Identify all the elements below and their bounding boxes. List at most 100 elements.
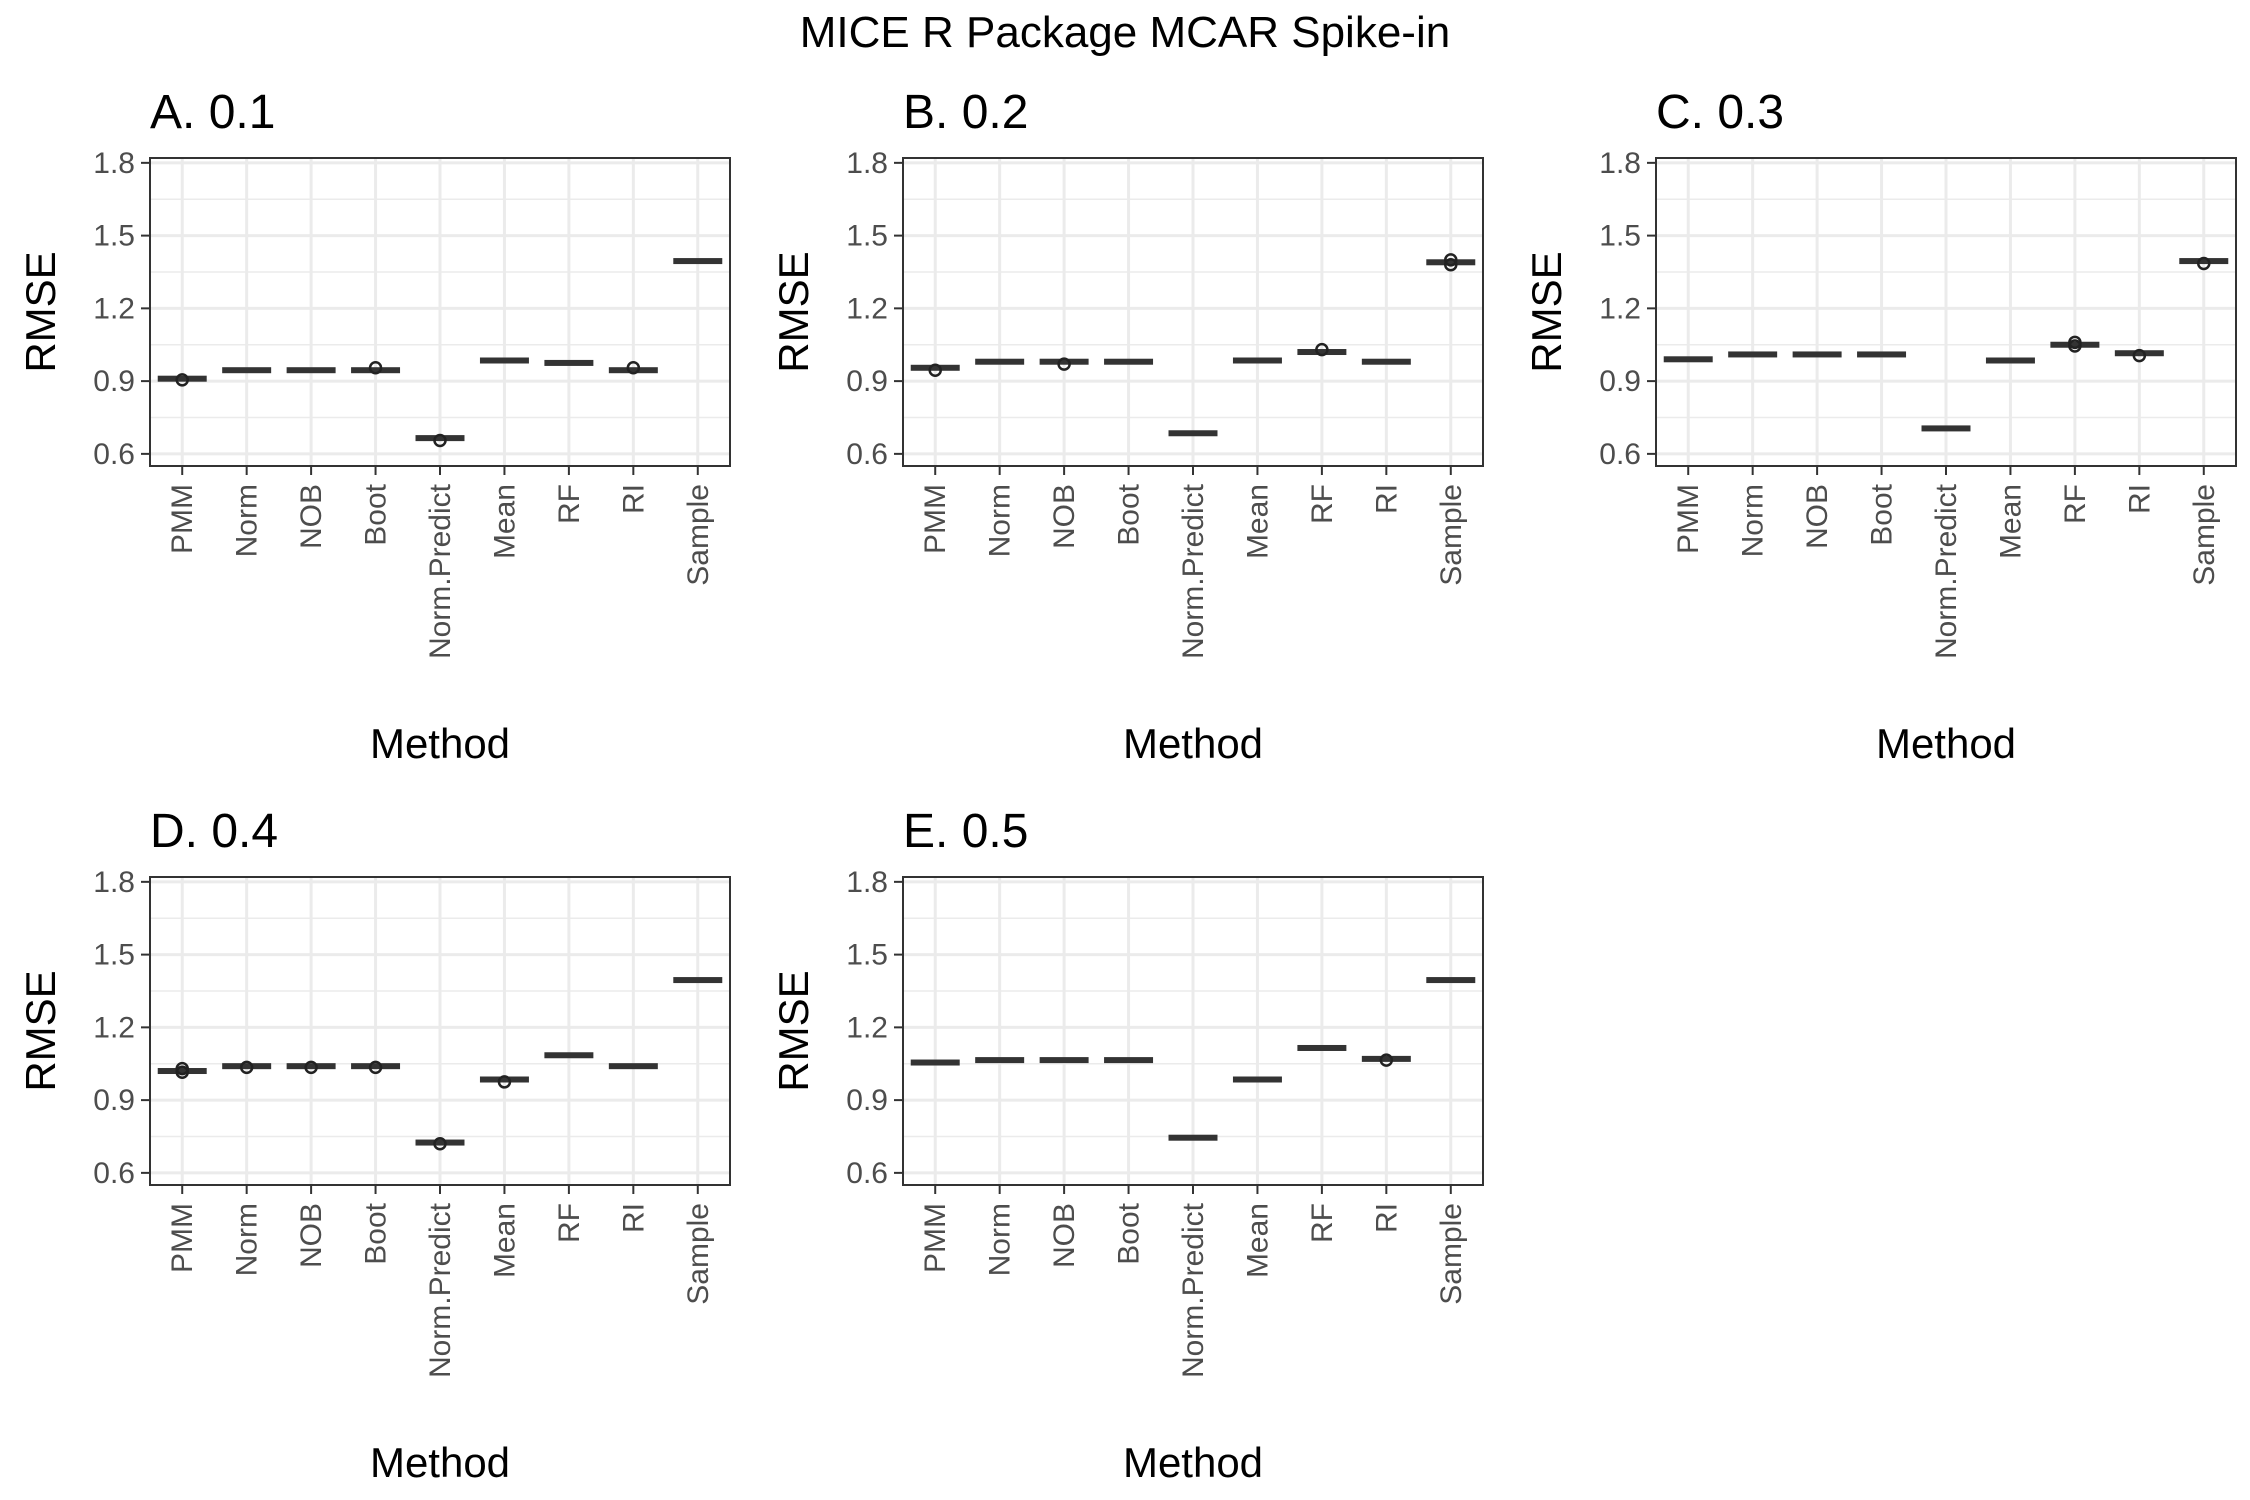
panel-4-box-pmm <box>157 1068 207 1075</box>
panel-4: 0.6 0.9 1.2 1.5 1.8 PMM Norm NOB Boot Norm.Predic… <box>17 805 731 1486</box>
panel-3-box-nob <box>1792 351 1842 358</box>
panel-2: 0.6 0.9 1.2 1.5 1.8 PMM Norm NOB Boot Norm.Predic… <box>770 86 1484 767</box>
panel-4-outlier-point <box>368 1060 383 1075</box>
panel-3-y-tick-label: 1.5 <box>1599 220 1641 253</box>
panel-4-y-axis-title: RMSE <box>17 970 64 1091</box>
panel-2-box-norm <box>975 358 1025 365</box>
panel-5-box-nob <box>1039 1057 1089 1064</box>
panel-5-y-tick-label: 0.6 <box>846 1157 888 1190</box>
panel-5-x-tick-label: RI <box>1370 1203 1403 1233</box>
panel-5-outlier-point <box>1379 1053 1394 1067</box>
panel-1-box-mean <box>479 357 529 364</box>
panel-3-x-tick-label: Mean <box>1994 484 2027 559</box>
panel-1-x-tick-label: PMM <box>166 484 199 554</box>
panel-4-box-ri <box>608 1063 658 1070</box>
panel-2-y-tick-label: 1.8 <box>846 147 888 180</box>
panel-3-box-sample <box>2179 258 2229 265</box>
panel-4-x-tick-label: Norm.Predict <box>424 1202 457 1378</box>
panel-1-box-norm <box>222 367 272 374</box>
panel-4-outlier-point <box>175 1061 189 1076</box>
panel-4-y-tick-label: 0.9 <box>93 1084 135 1117</box>
panel-4-box-mean <box>479 1076 529 1083</box>
panel-3-box-rf <box>2050 341 2100 348</box>
panel-3-box-boot <box>1857 351 1907 358</box>
panel-3-outlier-point <box>2197 256 2211 271</box>
panel-4-box-rf <box>544 1052 594 1059</box>
panel-2-outlier-point <box>1057 357 1071 371</box>
panel-5-y-tick-label: 1.8 <box>846 866 888 899</box>
panel-3-y-tick-label: 1.8 <box>1599 147 1641 180</box>
panel-5-x-tick-label: NOB <box>1048 1203 1081 1268</box>
panel-1-y-tick-label: 0.9 <box>93 365 135 398</box>
panel-3-x-tick-label: Boot <box>1866 483 1899 545</box>
panel-5-title: E. 0.5 <box>903 805 1028 858</box>
panel-5-x-tick-label: PMM <box>919 1203 952 1273</box>
panel-2-box-sample <box>1426 259 1476 266</box>
panel-2-y-tick-label: 0.9 <box>846 365 888 398</box>
panel-5-box-norm <box>975 1057 1025 1064</box>
panel-4-outlier-point <box>304 1060 318 1075</box>
panel-3-box-pmm <box>1663 356 1713 363</box>
panel-2-title: B. 0.2 <box>903 86 1028 139</box>
panel-5-x-tick-label: RF <box>1306 1203 1339 1243</box>
panel-4-box-sample <box>673 977 723 984</box>
panel-2-x-tick-label: Boot <box>1113 483 1146 545</box>
panel-2-box-pmm <box>910 364 960 371</box>
panel-1-x-tick-label: NOB <box>295 484 328 549</box>
panel-1-box-ri <box>608 367 658 374</box>
panel-4-x-axis-title: Method <box>370 1439 510 1486</box>
panel-5-box-pmm <box>910 1059 960 1066</box>
panel-4-x-tick-label: PMM <box>166 1203 199 1273</box>
panel-1-box-pmm <box>157 375 207 382</box>
panel-4-box-norm <box>222 1063 272 1070</box>
panel-4-x-tick-label: RF <box>553 1203 586 1243</box>
panel-4-outlier-point <box>497 1075 512 1089</box>
panel-1-x-tick-label: Norm <box>231 484 264 557</box>
panel-3-y-axis-title: RMSE <box>1523 251 1570 372</box>
panel-1-x-tick-label: RF <box>553 484 586 524</box>
panel-1-outlier-point <box>433 433 447 448</box>
panel-3-x-tick-label: Sample <box>2188 484 2221 586</box>
panel-4-outlier-point <box>433 1137 447 1151</box>
panel-5-y-tick-label: 0.9 <box>846 1084 888 1117</box>
panel-5-box-sample <box>1426 977 1476 984</box>
panel-2-x-tick-label: Mean <box>1241 484 1274 559</box>
panel-1-y-tick-label: 0.6 <box>93 438 135 471</box>
panel-4-box-boot <box>351 1063 401 1070</box>
panel-3-x-tick-label: Norm <box>1737 484 1770 557</box>
panel-4-box-nob <box>286 1063 336 1070</box>
panel-2-outlier-point <box>1444 257 1458 272</box>
panel-3-x-tick-label: PMM <box>1672 484 1705 554</box>
panel-3-x-tick-label: NOB <box>1801 484 1834 549</box>
panel-2-x-tick-label: Sample <box>1435 484 1468 586</box>
panel-5-y-axis-title: RMSE <box>770 970 817 1091</box>
panel-4-title: D. 0.4 <box>150 805 278 858</box>
panel-1-outlier-point <box>368 361 383 375</box>
panel-2-x-tick-label: RI <box>1370 484 1403 514</box>
panel-1-x-tick-label: Norm.Predict <box>424 483 457 659</box>
panel-2-box-mean <box>1232 357 1282 364</box>
panel-2-y-tick-label: 1.2 <box>846 292 888 325</box>
panel-3: 0.6 0.9 1.2 1.5 1.8 PMM Norm NOB Boot Norm.Predic… <box>1523 86 2237 767</box>
panel-3-x-tick-label: RF <box>2059 484 2092 524</box>
figure-title: MICE R Package MCAR Spike-in <box>799 8 1451 57</box>
panel-2-box-nob <box>1039 358 1089 365</box>
panel-2-y-axis-title: RMSE <box>770 251 817 372</box>
panel-3-box-norm-predict <box>1921 425 1971 432</box>
panel-4-box-norm-predict <box>415 1139 465 1146</box>
panel-2-y-tick-label: 0.6 <box>846 438 888 471</box>
panel-1-box-boot <box>351 367 401 374</box>
panel-2-outlier-point <box>1444 253 1458 267</box>
panel-2-x-tick-label: PMM <box>919 484 952 554</box>
panel-5-y-tick-label: 1.5 <box>846 939 888 972</box>
panel-4-x-tick-label: Boot <box>360 1202 393 1264</box>
panel-1-y-tick-label: 1.8 <box>93 147 135 180</box>
panel-5-box-boot <box>1104 1057 1154 1064</box>
panel-5-y-tick-label: 1.2 <box>846 1011 888 1044</box>
panel-2-x-axis-title: Method <box>1123 720 1263 767</box>
panel-3-y-tick-label: 0.9 <box>1599 365 1641 398</box>
panel-3-x-tick-label: Norm.Predict <box>1930 483 1963 659</box>
panel-3-box-mean <box>1985 357 2035 364</box>
